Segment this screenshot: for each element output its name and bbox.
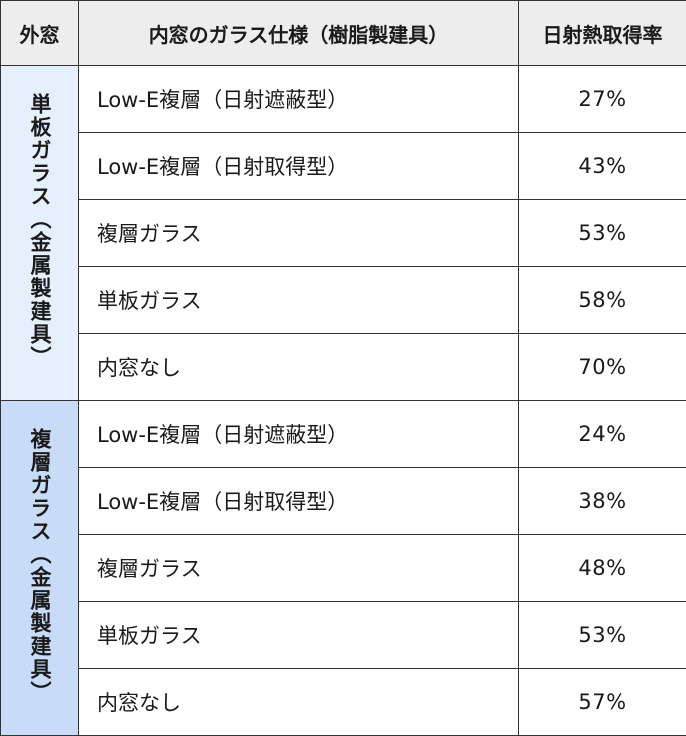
table-row: 単板ガラス（金属製建具） Low-E複層（日射遮蔽型） 27% [1, 66, 686, 133]
solar-heat-gain-rate: 38% [519, 468, 686, 535]
table-row: 単板ガラス 58% [1, 267, 686, 334]
inner-glass-spec: 複層ガラス [79, 200, 519, 267]
table-row: 複層ガラス（金属製建具） Low-E複層（日射遮蔽型） 24% [1, 401, 686, 468]
inner-glass-spec: Low-E複層（日射遮蔽型） [79, 66, 519, 133]
header-inner-glass-spec: 内窓のガラス仕様（樹脂製建具） [79, 1, 519, 66]
table-header: 外窓 内窓のガラス仕様（樹脂製建具） 日射熱取得率 [1, 1, 686, 66]
solar-heat-gain-rate: 57% [519, 669, 686, 736]
outer-window-group-double: 複層ガラス（金属製建具） [1, 401, 79, 736]
inner-glass-spec: Low-E複層（日射取得型） [79, 133, 519, 200]
inner-glass-spec: 単板ガラス [79, 602, 519, 669]
solar-heat-gain-rate: 27% [519, 66, 686, 133]
solar-heat-gain-rate: 48% [519, 535, 686, 602]
solar-heat-gain-rate: 24% [519, 401, 686, 468]
outer-window-group-single: 単板ガラス（金属製建具） [1, 66, 79, 401]
header-outer-window: 外窓 [1, 1, 79, 66]
header-row: 外窓 内窓のガラス仕様（樹脂製建具） 日射熱取得率 [1, 1, 686, 66]
inner-glass-spec: Low-E複層（日射遮蔽型） [79, 401, 519, 468]
table-row: 複層ガラス 48% [1, 535, 686, 602]
header-solar-heat-gain-rate: 日射熱取得率 [519, 1, 686, 66]
inner-glass-spec: 内窓なし [79, 334, 519, 401]
table-row: 複層ガラス 53% [1, 200, 686, 267]
solar-heat-gain-rate: 53% [519, 602, 686, 669]
solar-heat-gain-rate: 70% [519, 334, 686, 401]
inner-glass-spec: 単板ガラス [79, 267, 519, 334]
inner-glass-spec: Low-E複層（日射取得型） [79, 468, 519, 535]
outer-window-label: 複層ガラス（金属製建具） [29, 428, 50, 704]
solar-heat-gain-rate: 58% [519, 267, 686, 334]
outer-window-label: 単板ガラス（金属製建具） [29, 93, 50, 369]
solar-heat-gain-rate: 53% [519, 200, 686, 267]
table-body: 単板ガラス（金属製建具） Low-E複層（日射遮蔽型） 27% Low-E複層（… [1, 66, 686, 736]
table-row: 単板ガラス 53% [1, 602, 686, 669]
inner-glass-spec: 複層ガラス [79, 535, 519, 602]
table-row: 内窓なし 57% [1, 669, 686, 736]
inner-glass-spec: 内窓なし [79, 669, 519, 736]
table-row: Low-E複層（日射取得型） 38% [1, 468, 686, 535]
table-row: 内窓なし 70% [1, 334, 686, 401]
table-row: Low-E複層（日射取得型） 43% [1, 133, 686, 200]
solar-heat-gain-rate: 43% [519, 133, 686, 200]
